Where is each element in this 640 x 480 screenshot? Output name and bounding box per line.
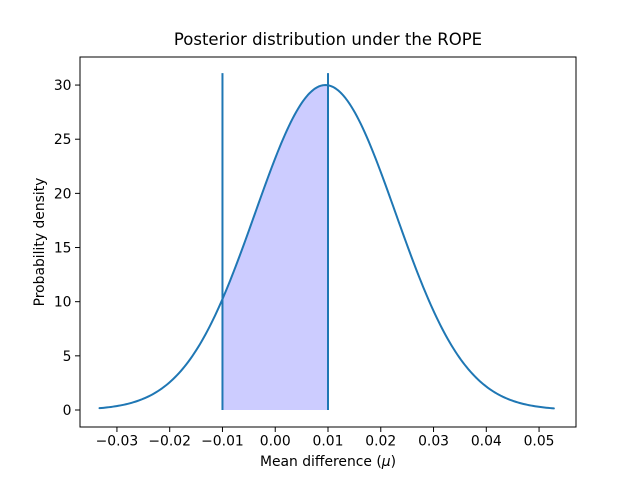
y-tick-label: 10 <box>54 295 72 311</box>
y-tick-label: 0 <box>63 403 72 419</box>
x-tick-label: 0.00 <box>260 434 291 450</box>
x-tick-label: 0.05 <box>524 434 555 450</box>
rope-shaded-region <box>222 85 328 410</box>
x-axis-label-suffix: ) <box>391 454 396 470</box>
rope-vlines <box>221 73 329 410</box>
x-tick-label: −0.01 <box>201 434 244 450</box>
y-axis-label: Probability density <box>32 178 48 307</box>
x-tick-label: 0.03 <box>418 434 449 450</box>
x-axis-label: Mean difference (μ) <box>260 454 396 470</box>
posterior-curve <box>98 84 555 410</box>
y-tick-label: 15 <box>54 241 72 257</box>
mu-symbol: μ <box>381 454 391 470</box>
y-tick-label: 20 <box>54 186 72 202</box>
rope-fill <box>222 85 328 410</box>
x-tick-label: −0.03 <box>96 434 139 450</box>
y-axis-ticks: 0 5 10 15 20 25 30 <box>54 78 80 419</box>
x-tick-label: 0.01 <box>313 434 344 450</box>
chart-title: Posterior distribution under the ROPE <box>174 30 482 49</box>
y-tick-label: 5 <box>63 349 72 365</box>
x-tick-label: 0.02 <box>365 434 396 450</box>
x-axis-ticks: −0.03 −0.02 −0.01 0.00 0.01 0.02 0.03 0.04 0.05 <box>96 427 555 450</box>
posterior-density-line <box>98 84 555 410</box>
y-tick-label: 30 <box>54 78 72 94</box>
x-tick-label: −0.02 <box>148 434 191 450</box>
x-tick-label: 0.04 <box>471 434 502 450</box>
x-axis-label-prefix: Mean difference ( <box>260 454 382 470</box>
y-tick-label: 25 <box>54 132 72 148</box>
